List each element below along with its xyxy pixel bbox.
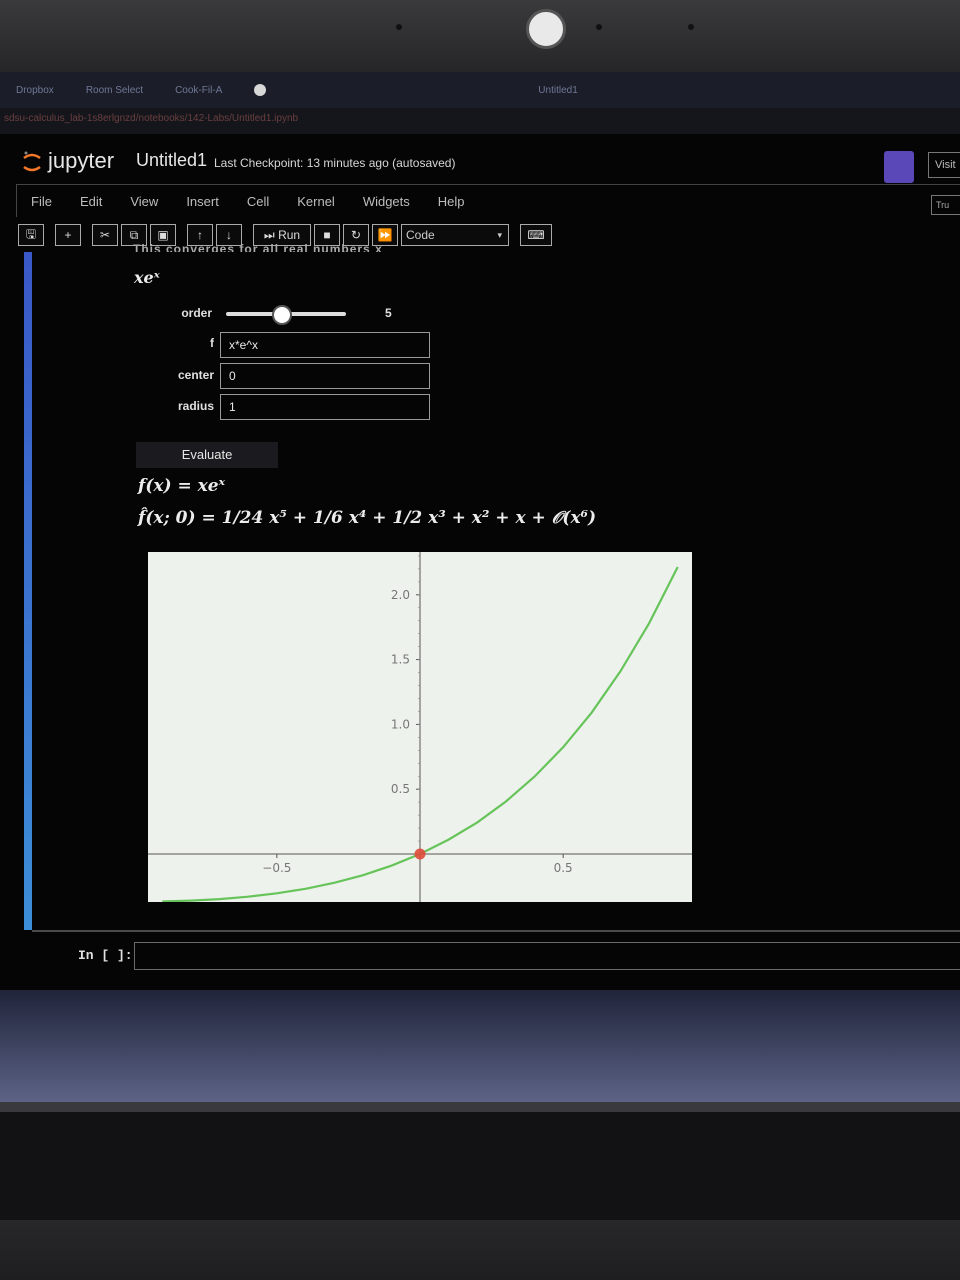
menu-widgets[interactable]: Widgets [362, 193, 410, 209]
cell-selection-bar [24, 252, 32, 930]
cell-divider [32, 930, 960, 932]
order-label: order [181, 306, 212, 320]
menu-insert[interactable]: Insert [186, 193, 219, 209]
notebook-toolbar: 🖫 + ✂ ⧉ ▣ ↑ ↓ ⏭ Run ■ ↻ ⏩ Code ▾ ⌨ [18, 222, 555, 248]
center-label: center [177, 368, 214, 382]
move-up-icon[interactable]: ↑ [187, 224, 213, 246]
sensor-dot [596, 24, 602, 30]
radius-input[interactable]: 1 [220, 394, 430, 420]
cell-type-select[interactable]: Code ▾ [401, 224, 509, 246]
evaluate-button[interactable]: Evaluate [136, 442, 278, 468]
center-point [414, 848, 426, 860]
keyboard-icon[interactable]: ⌨ [520, 224, 552, 246]
f-label: f [210, 336, 214, 350]
webcam [526, 9, 566, 49]
paste-icon[interactable]: ▣ [150, 224, 176, 246]
taylor-plot: −0.5 0.5 0.5 1.0 1.5 2.0 [148, 552, 692, 903]
desktop-background [0, 990, 960, 1102]
x-tick-label: −0.5 [262, 861, 291, 875]
run-label: Run [278, 228, 301, 242]
visit-button[interactable]: Visit [928, 152, 960, 178]
stop-icon[interactable]: ■ [314, 224, 340, 246]
x-tick-label: 0.5 [554, 861, 573, 875]
code-cell-input[interactable] [134, 942, 960, 970]
browser-tab[interactable]: Room Select [85, 84, 144, 96]
menu-edit[interactable]: Edit [79, 193, 103, 209]
keyboard-edge [0, 1112, 960, 1220]
fast-forward-icon[interactable]: ⏩ [372, 224, 398, 246]
f-input[interactable]: x*e^x [220, 332, 430, 358]
save-icon[interactable]: 🖫 [18, 224, 44, 246]
trusted-button[interactable]: Tru [931, 195, 960, 215]
browser-tab[interactable]: Cook-Fil-A [175, 84, 223, 96]
function-equation: f(x) = xeˣ [138, 476, 225, 496]
menu-view[interactable]: View [130, 193, 159, 209]
jupyter-logo-icon [23, 151, 41, 172]
menu-kernel[interactable]: Kernel [297, 193, 335, 209]
y-tick-label: 1.5 [391, 653, 410, 667]
y-tick-label: 1.0 [391, 717, 410, 731]
add-cell-icon[interactable]: + [55, 224, 81, 246]
menu-bar: File Edit View Insert Cell Kernel Widget… [16, 184, 960, 217]
jupyter-brand[interactable]: jupyter [48, 148, 115, 173]
browser-tab-bar: Dropbox Room Select Cook-Fil-A Untitled1 [0, 72, 960, 108]
google-icon [254, 84, 267, 96]
plot-svg: −0.5 0.5 0.5 1.0 1.5 2.0 [148, 552, 692, 903]
menu-cell[interactable]: Cell [246, 193, 270, 209]
laptop-bezel-top [0, 0, 960, 72]
sensor-dot [396, 24, 402, 30]
sensor-dot [688, 24, 694, 30]
checkpoint-status: Last Checkpoint: 13 minutes ago (autosav… [214, 156, 456, 170]
taylor-polynomial: f̂(x; 0) = 1/24 x⁵ + 1/6 x⁴ + 1/2 x³ + x… [138, 508, 597, 528]
laptop-screen: Dropbox Room Select Cook-Fil-A Untitled1… [0, 72, 960, 1102]
chevron-down-icon: ▾ [497, 229, 502, 240]
url-text: sdsu-calculus_lab-1s8erlgnzd/notebooks/1… [4, 113, 299, 124]
restart-icon[interactable]: ↻ [343, 224, 369, 246]
menu-help[interactable]: Help [437, 193, 465, 209]
browser-tab-active[interactable]: Untitled1 [538, 84, 578, 96]
radius-label: radius [177, 399, 214, 413]
y-tick-label: 2.0 [391, 588, 410, 602]
y-tick-label: 0.5 [391, 782, 410, 796]
function-title: xeˣ [134, 268, 160, 287]
cell-text-partial: This converges for all real numbers x [133, 242, 383, 252]
cell-type-value: Code [406, 228, 435, 242]
notebook-name[interactable]: Untitled1 [136, 150, 208, 170]
menu-file[interactable]: File [31, 193, 52, 209]
order-value: 5 [385, 306, 392, 320]
run-button[interactable]: ⏭ Run [253, 224, 311, 246]
order-slider-handle[interactable] [272, 305, 292, 325]
browser-tab[interactable]: Dropbox [16, 84, 54, 96]
move-down-icon[interactable]: ↓ [216, 224, 242, 246]
jupyter-header: jupyter Untitled1 Last Checkpoint: 13 mi… [0, 134, 960, 192]
cut-icon[interactable]: ✂ [92, 224, 118, 246]
input-prompt: In [ ]: [78, 948, 133, 963]
center-input[interactable]: 0 [220, 363, 430, 389]
copy-icon[interactable]: ⧉ [121, 224, 147, 246]
browser-tab[interactable] [238, 84, 288, 96]
address-bar[interactable]: sdsu-calculus_lab-1s8erlgnzd/notebooks/1… [0, 108, 960, 134]
user-avatar[interactable] [884, 151, 914, 183]
